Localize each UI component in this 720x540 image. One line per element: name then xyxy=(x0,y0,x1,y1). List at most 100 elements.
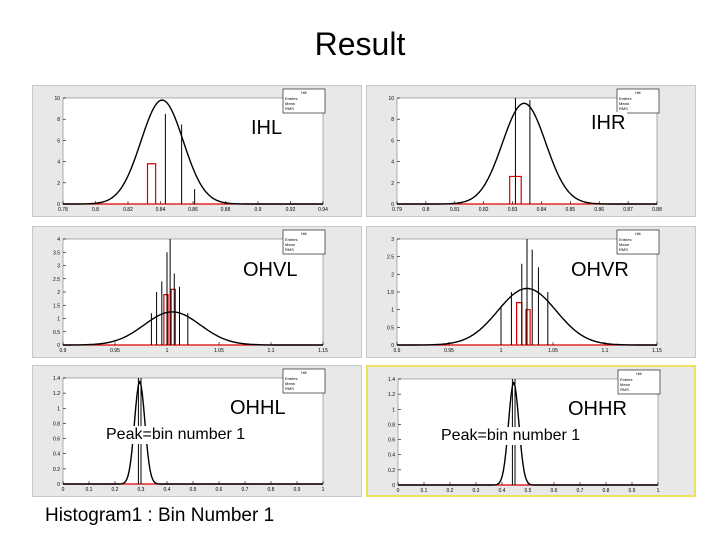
stats-rms-label: RMS xyxy=(285,247,294,252)
y-tick-label: 1 xyxy=(57,406,60,412)
y-tick-label: 2 xyxy=(57,181,60,187)
y-tick-label: 10 xyxy=(388,96,394,102)
x-tick-label: 0.6 xyxy=(216,487,223,493)
y-tick-label: 4 xyxy=(57,237,60,243)
red-histogram-bar xyxy=(163,294,169,345)
y-tick-label: 1 xyxy=(391,308,394,314)
y-tick-label: 8 xyxy=(391,117,394,123)
x-tick-label: 0.3 xyxy=(473,488,480,494)
x-tick-label: 0.8 xyxy=(603,488,610,494)
x-tick-label: 0.5 xyxy=(525,488,532,494)
histogram-panel-ohvr[interactable]: htit Entries Mean RMS 0.9 0.95 1 1.05 1.1 1.15 0 0.… xyxy=(366,226,696,358)
x-tick-label: 0.9 xyxy=(60,348,67,354)
y-tick-label: 1.4 xyxy=(53,376,60,382)
stats-entries-label: Entries xyxy=(620,377,632,382)
stats-box xyxy=(616,88,660,114)
stats-rms-label: RMS xyxy=(285,106,294,111)
y-tick-label: 1.2 xyxy=(388,392,395,398)
y-tick-label: 0.5 xyxy=(53,330,60,336)
y-tick-label: 0.8 xyxy=(53,421,60,427)
y-tick-label: 1.5 xyxy=(53,303,60,309)
y-tick-label: 4 xyxy=(57,160,60,166)
x-tick-label: 0.6 xyxy=(551,488,558,494)
x-tick-label: 0.83 xyxy=(508,207,518,213)
y-tick-label: 4 xyxy=(391,160,394,166)
y-tick-label: 0.4 xyxy=(388,453,395,459)
x-tick-label: 0.9 xyxy=(629,488,636,494)
x-tick-label: 0.94 xyxy=(318,207,328,213)
stats-mean-label: Mean xyxy=(620,382,630,387)
stats-entries-label: Entries xyxy=(285,237,297,242)
x-tick-label: 0.9 xyxy=(255,207,262,213)
x-tick-label: 0.82 xyxy=(123,207,133,213)
x-tick-label: 1 xyxy=(166,348,169,354)
x-tick-label: 1 xyxy=(657,488,660,494)
x-tick-label: 0.85 xyxy=(565,207,575,213)
x-tick-label: 0.1 xyxy=(86,487,93,493)
stats-mean-label: Mean xyxy=(619,101,629,106)
stats-name: htit xyxy=(301,231,307,236)
x-tick-label: 0.4 xyxy=(499,488,506,494)
x-tick-label: 0.8 xyxy=(92,207,99,213)
gaussian-fit-curve xyxy=(397,287,657,346)
x-tick-label: 1.05 xyxy=(548,348,558,354)
stats-entries-label: Entries xyxy=(285,96,297,101)
x-tick-label: 0.86 xyxy=(188,207,198,213)
y-tick-label: 0.5 xyxy=(387,325,394,331)
y-tick-label: 10 xyxy=(54,96,60,102)
y-tick-label: 1.2 xyxy=(53,391,60,397)
x-tick-label: 0.9 xyxy=(394,348,401,354)
x-tick-label: 0.88 xyxy=(652,207,662,213)
gaussian-fit-curve xyxy=(63,379,323,485)
y-tick-label: 8 xyxy=(57,117,60,123)
y-tick-label: 2 xyxy=(391,181,394,187)
stats-box xyxy=(616,229,660,255)
panel-label: OHVR xyxy=(569,259,631,282)
x-tick-label: 1.1 xyxy=(602,348,609,354)
y-tick-label: 3 xyxy=(391,237,394,243)
x-tick-label: 0.81 xyxy=(450,207,460,213)
y-tick-label: 0.2 xyxy=(53,467,60,473)
stats-rms-label: RMS xyxy=(619,106,628,111)
gaussian-fit-curve xyxy=(63,99,323,205)
y-tick-label: 2.5 xyxy=(387,255,394,261)
peak-annotation: Peak=bin number 1 xyxy=(103,426,249,444)
stats-entries-label: Entries xyxy=(619,237,631,242)
stats-name: htit xyxy=(301,90,307,95)
y-tick-label: 0 xyxy=(392,483,395,489)
x-tick-label: 0.8 xyxy=(422,207,429,213)
x-tick-label: 0.84 xyxy=(156,207,166,213)
x-tick-label: 0.5 xyxy=(190,487,197,493)
histogram-panel-ohhl[interactable]: htit Entries Mean RMS 0 0.1 0.2 0.3 0.4 0.5 0.6 0.7… xyxy=(32,365,362,497)
y-tick-label: 2.5 xyxy=(53,277,60,283)
x-tick-label: 0.79 xyxy=(392,207,402,213)
x-tick-label: 0.9 xyxy=(294,487,301,493)
red-histogram-bar xyxy=(146,163,157,204)
x-tick-label: 0.4 xyxy=(164,487,171,493)
gaussian-fit-curve xyxy=(398,380,658,486)
x-tick-label: 0.84 xyxy=(537,207,547,213)
x-tick-label: 0.1 xyxy=(421,488,428,494)
x-tick-label: 0.2 xyxy=(447,488,454,494)
stats-mean-label: Mean xyxy=(285,101,295,106)
page-title: Result xyxy=(314,26,406,62)
y-tick-label: 1 xyxy=(57,317,60,323)
stats-entries-label: Entries xyxy=(619,96,631,101)
y-tick-label: 0 xyxy=(57,202,60,208)
x-tick-label: 0.88 xyxy=(221,207,231,213)
panel-label: OHVL xyxy=(241,259,300,282)
histogram-panel-ohhr[interactable]: htit Entries Mean RMS 0 0.1 0.2 0.3 0.4 0.5 0.6 0.7… xyxy=(366,365,696,497)
histogram-panel-ohvl[interactable]: htit Entries Mean RMS 0.9 0.95 1 1.05 1.1 1.15 0 0.… xyxy=(32,226,362,358)
y-tick-label: 1.4 xyxy=(388,377,395,383)
x-tick-label: 0.95 xyxy=(444,348,454,354)
histogram-panel-ihl[interactable]: htit Entries Mean RMS 0.78 0.8 0.82 0.84 0.86 0.8… xyxy=(32,85,362,217)
y-tick-label: 0.4 xyxy=(53,452,60,458)
histogram-panel-ihr[interactable]: htit Entries Mean RMS 0.79 0.8 0.81 0.82 0.83 0.8… xyxy=(366,85,696,217)
stats-box xyxy=(617,369,661,395)
y-tick-label: 6 xyxy=(391,138,394,144)
x-tick-label: 0.78 xyxy=(58,207,68,213)
